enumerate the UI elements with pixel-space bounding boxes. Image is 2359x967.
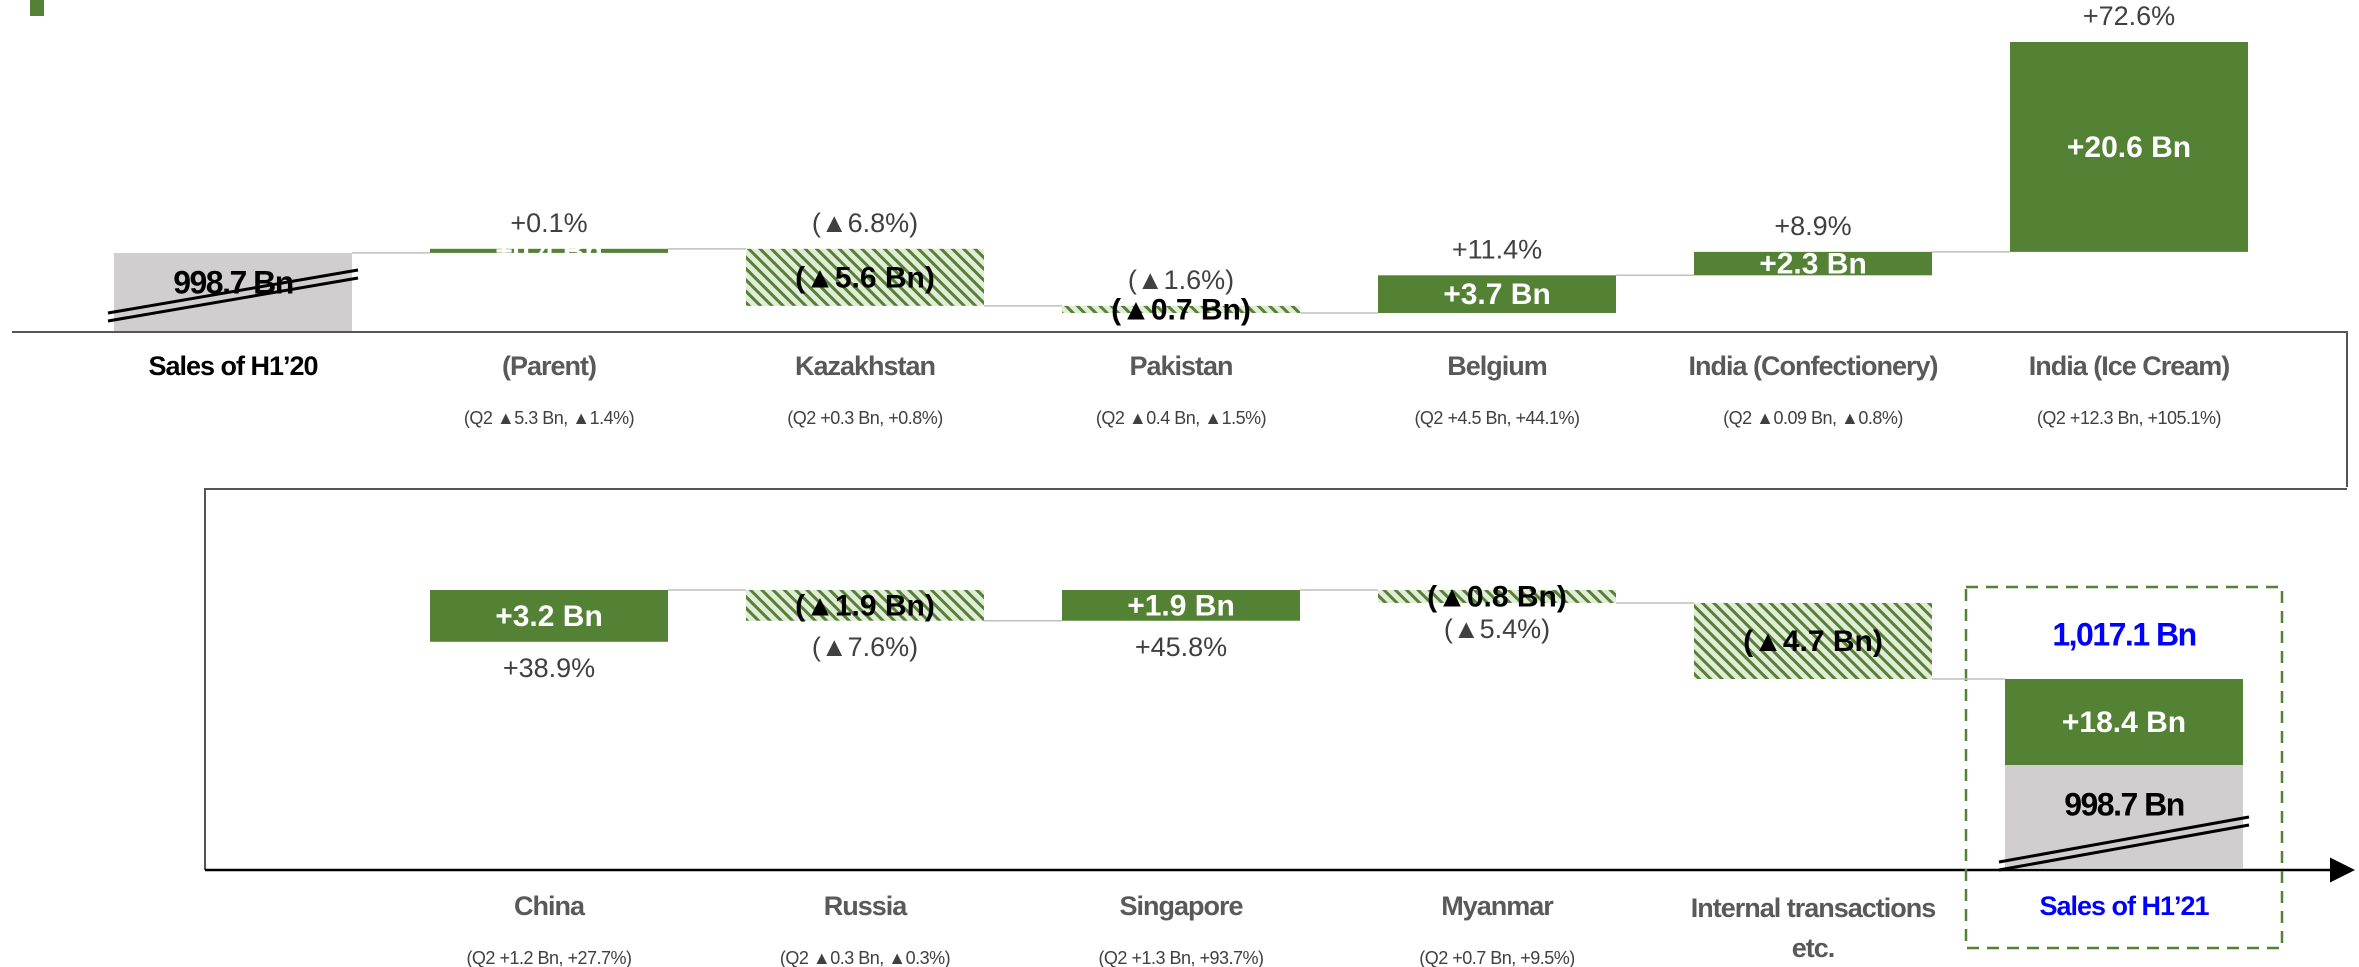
break-line — [1998, 815, 2250, 864]
value-label: +20.6 Bn — [2067, 131, 2191, 164]
increase-bar — [2005, 679, 2243, 765]
total-label: 1,017.1 Bn — [2052, 616, 2195, 652]
increase-bar — [1694, 251, 1932, 276]
pct-label: (▲7.6%) — [812, 632, 918, 662]
value-label: (▲0.8 Bn) — [1427, 580, 1567, 613]
note: (Q2 +1.3 Bn, +93.7%) — [1098, 948, 1264, 967]
increase-bar — [1378, 275, 1616, 313]
decrease-bar — [746, 590, 984, 621]
category-label: Pakistan — [1129, 351, 1233, 381]
value-label: +18.4 Bn — [2062, 706, 2186, 739]
value-label: +0.4 Bn — [495, 235, 603, 268]
value-label: +1.9 Bn — [1127, 589, 1235, 622]
category-label: Kazakhstan — [794, 351, 936, 381]
pct-label: +72.6% — [2083, 1, 2175, 31]
value-label: +3.7 Bn — [1443, 278, 1551, 311]
increase-bar — [430, 248, 668, 253]
category-label: (Parent) — [501, 351, 597, 381]
pct-label: +0.1% — [510, 208, 587, 238]
note: (Q2 +0.7 Bn, +9.5%) — [1419, 948, 1575, 967]
note: (Q2 ▲5.3 Bn, ▲1.4%) — [463, 408, 635, 428]
increase-bar — [430, 590, 668, 642]
value-label: +2.3 Bn — [1759, 248, 1867, 281]
note: (Q2 +12.3 Bn, +105.1%) — [2036, 408, 2222, 428]
note: (Q2 +1.2 Bn, +27.7%) — [466, 948, 632, 967]
category-label: China — [513, 891, 585, 921]
category-label: Singapore — [1119, 891, 1243, 921]
value-label: 998.7 Bn — [2064, 786, 2184, 822]
value-label: (▲4.7 Bn) — [1743, 625, 1883, 658]
value-label: (▲5.6 Bn) — [795, 261, 935, 294]
category-label: Internal transactions etc. — [1690, 893, 1937, 963]
increase-bar — [2010, 42, 2248, 252]
break-line — [1998, 823, 2250, 872]
value-label: 998.7 Bn — [173, 264, 293, 300]
pct-label: +11.4% — [1452, 234, 1542, 264]
decrease-bar — [1694, 602, 1932, 679]
value-label: (▲1.9 Bn) — [795, 589, 935, 622]
note: (Q2 ▲0.09 Bn, ▲0.8%) — [1723, 408, 1903, 428]
value-label: (▲0.7 Bn) — [1111, 293, 1251, 326]
break-line — [107, 268, 359, 315]
decrease-bar — [1378, 590, 1616, 603]
category-label: India (Ice Cream) — [2028, 351, 2231, 381]
category-label: Sales of H1’21 — [2039, 891, 2209, 921]
note: (Q2 +4.5 Bn, +44.1%) — [1414, 408, 1580, 428]
pct-label: (▲5.4%) — [1444, 614, 1550, 644]
category-label: Russia — [823, 891, 908, 921]
category-label: Myanmar — [1441, 891, 1554, 921]
value-label: +3.2 Bn — [495, 600, 603, 633]
category-label: Sales of H1’20 — [148, 351, 318, 381]
pct-label: (▲1.6%) — [1128, 265, 1234, 295]
note: (Q2 ▲0.3 Bn, ▲0.3%) — [779, 948, 951, 967]
corner-mark — [30, 0, 44, 16]
category-label: Belgium — [1447, 351, 1548, 381]
increase-bar — [1062, 590, 1300, 621]
pct-label: +38.9% — [503, 653, 595, 683]
break-line — [107, 276, 359, 323]
decrease-bar — [1062, 305, 1300, 313]
note: (Q2 +0.3 Bn, +0.8%) — [787, 408, 943, 428]
note: (Q2 ▲0.4 Bn, ▲1.5%) — [1095, 408, 1267, 428]
row-frame — [204, 488, 2347, 870]
total-bar — [2005, 765, 2243, 868]
category-label: India (Confectionery) — [1688, 351, 1938, 381]
pct-label: (▲6.8%) — [812, 208, 918, 238]
decrease-bar — [746, 248, 984, 306]
pct-label: +45.8% — [1135, 632, 1227, 662]
pct-label: +8.9% — [1774, 211, 1851, 241]
row-frame — [12, 331, 2348, 487]
